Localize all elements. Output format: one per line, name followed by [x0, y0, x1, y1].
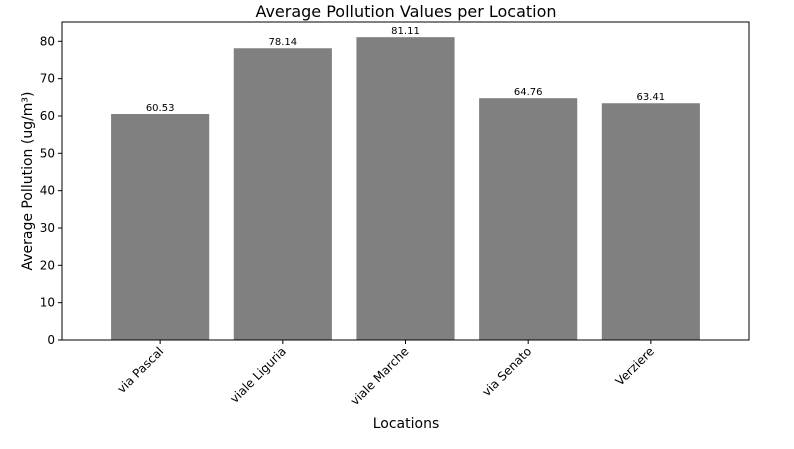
y-tick-label: 50	[40, 146, 55, 160]
y-tick-label: 80	[40, 34, 55, 48]
bar-value-label: 78.14	[269, 37, 298, 48]
plot-area-frame	[61, 21, 750, 341]
x-tick-label: via Pascal	[115, 344, 167, 396]
bar-value-label: 81.11	[391, 26, 420, 37]
y-axis-label: Average Pollution (ug/m³)	[20, 91, 36, 270]
bar-value-label: 64.76	[514, 87, 543, 98]
x-tick-label: viale Marche	[348, 344, 412, 408]
x-axis-label: Locations	[373, 416, 440, 432]
bar	[601, 103, 700, 340]
y-tick-label: 40	[40, 184, 55, 198]
x-tick-label: via Senato	[479, 344, 534, 399]
y-tick-label: 10	[40, 296, 55, 310]
x-tick-label: Verziere	[613, 344, 657, 388]
y-tick-label: 20	[40, 258, 55, 272]
bar-value-label: 60.53	[146, 103, 175, 114]
bar-value-label: 63.41	[637, 92, 666, 103]
y-axis-ticks: 0 10 20 30 40 50 60 70 80	[40, 34, 62, 347]
bar	[479, 98, 578, 340]
data-labels-group: 60.53 78.14 81.11 64.76 63.41	[146, 26, 665, 114]
chart-title: Average Pollution Values per Location	[255, 2, 556, 21]
y-tick-label: 60	[40, 109, 55, 123]
bar	[111, 113, 210, 340]
y-tick-label: 0	[47, 333, 55, 347]
y-tick-label: 30	[40, 221, 55, 235]
y-tick-label: 70	[40, 72, 55, 86]
bar	[356, 37, 455, 340]
x-tick-label: viale Liguria	[227, 344, 289, 406]
bars-group	[111, 37, 700, 340]
x-axis-ticks: via Pascal viale Liguria viale Marche via S…	[115, 340, 657, 408]
bar	[233, 48, 332, 340]
